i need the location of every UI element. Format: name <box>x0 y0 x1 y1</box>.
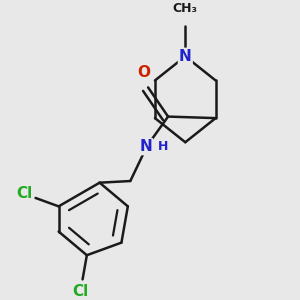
Text: O: O <box>137 65 150 80</box>
Text: CH₃: CH₃ <box>173 2 198 15</box>
Text: Cl: Cl <box>72 284 88 299</box>
Text: Cl: Cl <box>16 186 32 201</box>
Text: N: N <box>139 139 152 154</box>
Text: N: N <box>179 49 192 64</box>
Text: H: H <box>158 140 168 153</box>
